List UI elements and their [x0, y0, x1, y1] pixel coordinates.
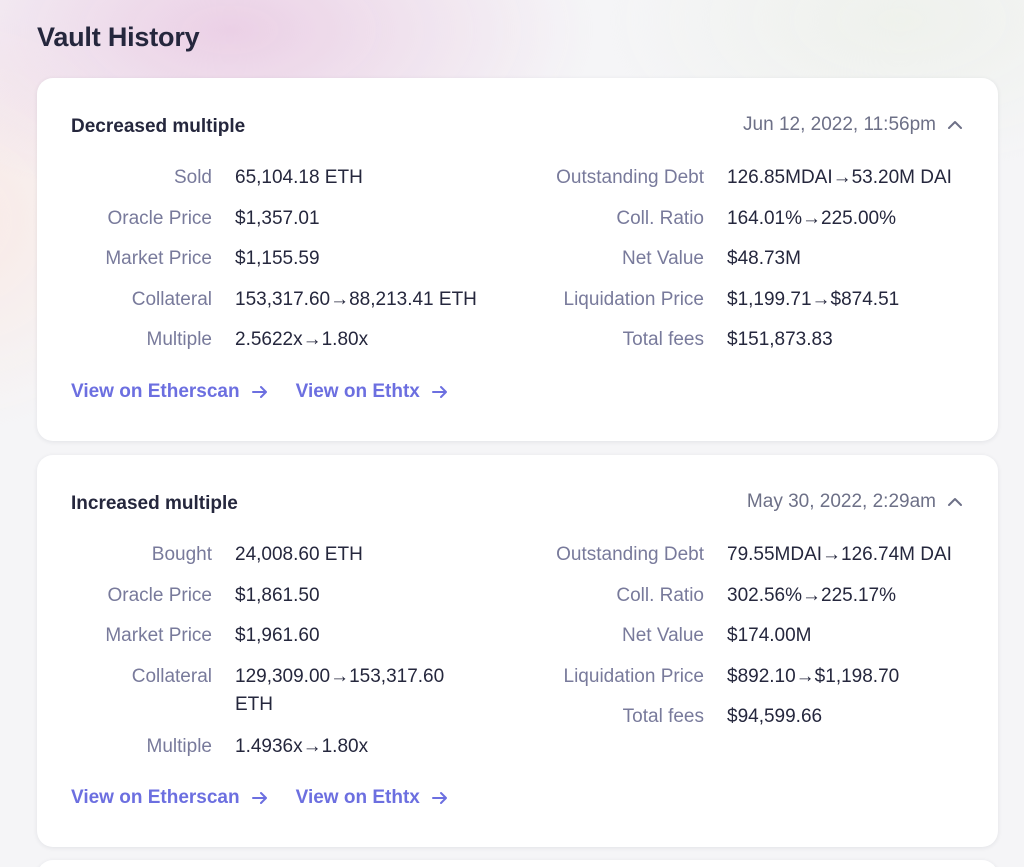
detail-value: 302.56%→225.17% — [727, 584, 897, 606]
chevron-up-icon[interactable] — [946, 493, 964, 511]
detail-label: Total fees — [622, 706, 704, 728]
link-label: View on Etherscan — [71, 381, 240, 402]
external-links: View on Etherscan View on Ethtx — [71, 381, 448, 403]
detail-value: $1,961.60 — [235, 625, 320, 647]
history-card-partial — [37, 860, 998, 867]
detail-row: Oracle Price $1,861.50 — [37, 582, 537, 623]
event-date-toggle[interactable]: May 30, 2022, 2:29am — [747, 491, 964, 513]
detail-label: Collateral — [131, 665, 212, 687]
detail-row: Total fees $94,599.66 — [507, 703, 967, 744]
detail-value: $892.10→$1,198.70 — [727, 665, 900, 687]
detail-row: Liquidation Price $1,199.71→$874.51 — [507, 286, 967, 327]
detail-row: Liquidation Price $892.10→$1,198.70 — [507, 663, 967, 704]
detail-label: Net Value — [621, 248, 704, 270]
arrow-right-icon — [251, 792, 267, 804]
detail-label: Market Price — [105, 248, 212, 270]
detail-value: 65,104.18 ETH — [235, 167, 363, 188]
detail-label: Sold — [173, 167, 212, 188]
detail-label: Collateral — [131, 288, 212, 310]
event-title: Increased multiple — [71, 493, 238, 514]
detail-label: Market Price — [105, 625, 212, 647]
details-right-column: Outstanding Debt 126.85MDAI→53.20M DAI C… — [507, 164, 967, 367]
detail-label: Multiple — [146, 735, 212, 757]
detail-row: Coll. Ratio 164.01%→225.00% — [507, 205, 967, 246]
chevron-up-icon[interactable] — [946, 116, 964, 134]
link-label: View on Ethtx — [295, 787, 420, 808]
detail-label: Bought — [151, 544, 212, 565]
details-left-column: Bought 24,008.60 ETH Oracle Price $1,861… — [37, 541, 537, 773]
detail-label: Liquidation Price — [563, 288, 704, 310]
detail-row: Collateral 129,309.00→153,317.60 ETH — [37, 663, 537, 733]
view-on-etherscan-link[interactable]: View on Etherscan — [71, 381, 268, 403]
detail-row: Collateral 153,317.60→88,213.41 ETH — [37, 286, 537, 327]
detail-row: Sold 65,104.18 ETH — [37, 164, 537, 205]
detail-value: 2.5622x→1.80x — [235, 329, 369, 351]
view-on-etherscan-link[interactable]: View on Etherscan — [71, 787, 268, 809]
detail-label: Outstanding Debt — [556, 167, 704, 188]
detail-label: Liquidation Price — [563, 665, 704, 687]
detail-row: Outstanding Debt 126.85MDAI→53.20M DAI — [507, 164, 967, 205]
detail-value: 129,309.00→153,317.60 ETH — [235, 665, 445, 715]
card-header[interactable]: Decreased multiple Jun 12, 2022, 11:56pm — [71, 114, 964, 140]
detail-row: Total fees $151,873.83 — [507, 326, 967, 367]
detail-row: Market Price $1,961.60 — [37, 622, 537, 663]
detail-label: Coll. Ratio — [616, 584, 704, 606]
detail-row: Market Price $1,155.59 — [37, 245, 537, 286]
detail-label: Net Value — [621, 625, 704, 647]
detail-label: Outstanding Debt — [556, 544, 704, 565]
history-card-decreased-multiple: Decreased multiple Jun 12, 2022, 11:56pm… — [37, 78, 998, 441]
detail-value: 1.4936x→1.80x — [235, 735, 369, 757]
detail-label: Oracle Price — [107, 207, 212, 229]
detail-value: 79.55MDAI→126.74M DAI — [727, 544, 952, 565]
detail-value: $1,861.50 — [235, 584, 320, 606]
details-left-column: Sold 65,104.18 ETH Oracle Price $1,357.0… — [37, 164, 537, 367]
external-links: View on Etherscan View on Ethtx — [71, 787, 448, 809]
detail-row: Net Value $174.00M — [507, 622, 967, 663]
detail-row: Bought 24,008.60 ETH — [37, 541, 537, 582]
detail-row: Multiple 2.5622x→1.80x — [37, 326, 537, 367]
detail-label: Multiple — [146, 329, 212, 351]
detail-label: Oracle Price — [107, 584, 212, 606]
detail-value: $1,155.59 — [235, 248, 320, 270]
link-label: View on Ethtx — [295, 381, 420, 402]
event-date: Jun 12, 2022, 11:56pm — [743, 114, 936, 135]
detail-value: $1,357.01 — [235, 207, 320, 229]
card-header[interactable]: Increased multiple May 30, 2022, 2:29am — [71, 491, 964, 517]
detail-value: $94,599.66 — [727, 706, 823, 728]
detail-row: Coll. Ratio 302.56%→225.17% — [507, 582, 967, 623]
detail-row: Oracle Price $1,357.01 — [37, 205, 537, 246]
detail-value: 126.85MDAI→53.20M DAI — [727, 167, 952, 188]
arrow-right-icon — [431, 792, 447, 804]
detail-value: $151,873.83 — [727, 329, 833, 351]
details-right-column: Outstanding Debt 79.55MDAI→126.74M DAI C… — [507, 541, 967, 744]
arrow-right-icon — [251, 386, 267, 398]
detail-value: $48.73M — [727, 248, 801, 270]
detail-value: 24,008.60 ETH — [235, 544, 363, 565]
detail-label: Total fees — [622, 329, 704, 351]
detail-value: 153,317.60→88,213.41 ETH — [235, 288, 477, 310]
detail-row: Multiple 1.4936x→1.80x — [37, 733, 537, 774]
detail-value: $1,199.71→$874.51 — [727, 288, 900, 310]
view-on-ethtx-link[interactable]: View on Ethtx — [296, 787, 448, 809]
link-label: View on Etherscan — [71, 787, 240, 808]
detail-value: 164.01%→225.00% — [727, 207, 897, 229]
arrow-right-icon — [431, 386, 447, 398]
event-title: Decreased multiple — [71, 116, 246, 137]
detail-label: Coll. Ratio — [616, 207, 704, 229]
detail-row: Net Value $48.73M — [507, 245, 967, 286]
detail-row: Outstanding Debt 79.55MDAI→126.74M DAI — [507, 541, 967, 582]
page-title: Vault History — [37, 22, 200, 52]
event-date-toggle[interactable]: Jun 12, 2022, 11:56pm — [743, 114, 964, 136]
history-card-increased-multiple: Increased multiple May 30, 2022, 2:29am … — [37, 455, 998, 847]
view-on-ethtx-link[interactable]: View on Ethtx — [296, 381, 448, 403]
event-date: May 30, 2022, 2:29am — [746, 491, 936, 512]
detail-value: $174.00M — [727, 625, 812, 647]
